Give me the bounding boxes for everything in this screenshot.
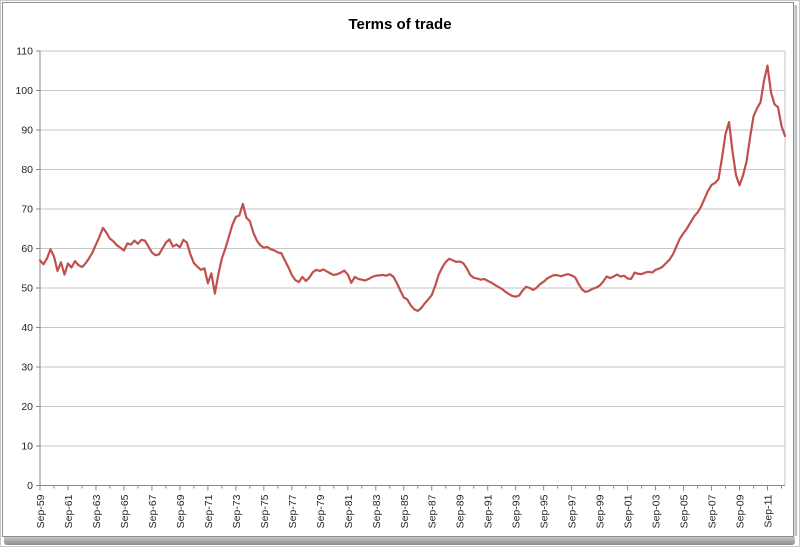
- axes: [36, 50, 785, 491]
- x-axis-label: Sep-73: [231, 494, 243, 528]
- terms-of-trade-series-line: [38, 64, 787, 313]
- frame-shadow-bottom: [4, 537, 795, 545]
- y-axis-label: 0: [27, 480, 33, 492]
- x-axis-label: Sep-63: [91, 494, 103, 528]
- chart-surface: [2, 2, 794, 537]
- x-axis-label: Sep-05: [679, 494, 691, 528]
- y-axis-label: 60: [21, 243, 33, 255]
- data-series: [38, 64, 787, 313]
- x-axis-label: Sep-85: [399, 494, 411, 528]
- x-axis-label: Sep-75: [259, 494, 271, 528]
- x-axis-label: Sep-91: [483, 494, 495, 528]
- x-axis-label: Sep-87: [427, 494, 439, 528]
- x-axis-label: Sep-97: [567, 494, 579, 528]
- x-axis-label: Sep-11: [763, 494, 775, 527]
- axis-labels: 0 10 20 30 40 50 60 70 80 90 100 110 Sep-59 Sep-61 Sep…: [15, 46, 774, 529]
- x-axis-label: Sep-09: [735, 494, 747, 528]
- y-axis-label: 20: [21, 401, 33, 413]
- x-axis-label: Sep-79: [315, 494, 327, 528]
- x-axis-label: Sep-69: [175, 494, 187, 528]
- x-axis-label: Sep-81: [343, 494, 355, 528]
- x-axis-label: Sep-95: [539, 494, 551, 528]
- x-axis-label: Sep-89: [455, 494, 467, 528]
- x-axis-label: Sep-71: [203, 494, 215, 528]
- y-axis-label: 70: [21, 204, 33, 216]
- y-axis-label: 80: [21, 164, 33, 176]
- x-axis-label: Sep-99: [595, 494, 607, 528]
- x-axis-label: Sep-59: [35, 494, 47, 528]
- x-axis-label: Sep-67: [147, 494, 159, 528]
- y-axis-label: 40: [21, 322, 33, 334]
- y-axis-label: 90: [21, 125, 33, 137]
- x-axis-label: Sep-65: [119, 494, 131, 528]
- x-axis-label: Sep-01: [623, 494, 635, 528]
- x-axis-label: Sep-07: [707, 494, 719, 528]
- x-axis-label: Sep-93: [511, 494, 523, 528]
- y-axis-label: 30: [21, 362, 33, 374]
- x-axis-label: Sep-03: [651, 494, 663, 528]
- chart-title: Terms of trade: [348, 16, 451, 33]
- x-axis-label: Sep-77: [287, 494, 299, 528]
- y-axis-label: 10: [21, 441, 33, 453]
- frame-shadow-right: [794, 5, 797, 536]
- y-axis-label: 110: [16, 46, 33, 58]
- x-axis-label: Sep-83: [371, 494, 383, 528]
- y-axis-label: 100: [15, 85, 33, 97]
- gridlines: [40, 50, 786, 486]
- y-axis-label: 50: [21, 283, 33, 295]
- x-axis-label: Sep-61: [63, 494, 75, 528]
